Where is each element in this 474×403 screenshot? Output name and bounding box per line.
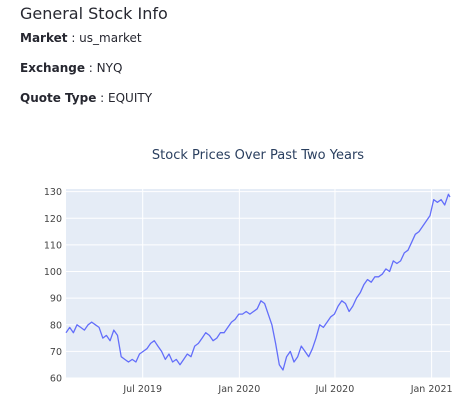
section-title: General Stock Info <box>20 4 168 23</box>
x-tick-label: Jan 2020 <box>217 384 260 395</box>
info-separator-quote-type: : <box>96 91 109 105</box>
price-series-line[interactable] <box>65 193 451 371</box>
info-row-quote-type: Quote Type : EQUITY <box>20 91 152 105</box>
x-tick-label: Jul 2020 <box>315 384 355 395</box>
y-tick-label: 120 <box>44 214 62 225</box>
y-tick-label: 70 <box>50 347 62 358</box>
y-tick-label: 90 <box>50 294 62 305</box>
y-axis-ticks: 60 70 80 90 100 110 120 130 <box>44 187 62 384</box>
info-separator-exchange: : <box>84 61 97 75</box>
info-row-market: Market : us_market <box>20 31 142 45</box>
y-tick-label: 110 <box>44 240 62 251</box>
plot-area[interactable] <box>66 189 450 378</box>
info-value-exchange: NYQ <box>96 61 123 75</box>
y-tick-label: 130 <box>44 187 62 198</box>
x-axis-ticks: Jul 2019 Jan 2020 Jul 2020 Jan 2021 <box>122 384 452 395</box>
x-tick-label: Jul 2019 <box>122 384 162 395</box>
x-tick-label: Jan 2021 <box>410 384 453 395</box>
chart-title: Stock Prices Over Past Two Years <box>152 148 364 163</box>
info-value-quote-type: EQUITY <box>108 91 153 105</box>
info-separator-market: : <box>67 31 80 45</box>
grid-lines <box>66 189 450 379</box>
info-row-exchange: Exchange : NYQ <box>20 61 122 75</box>
y-tick-label: 60 <box>50 374 62 385</box>
info-label-quote-type: Quote Type <box>20 91 97 105</box>
info-label-exchange: Exchange <box>20 61 85 75</box>
info-value-market: us_market <box>79 31 142 45</box>
y-tick-label: 100 <box>44 267 62 278</box>
info-label-market: Market <box>20 31 68 45</box>
y-tick-label: 80 <box>50 320 62 331</box>
